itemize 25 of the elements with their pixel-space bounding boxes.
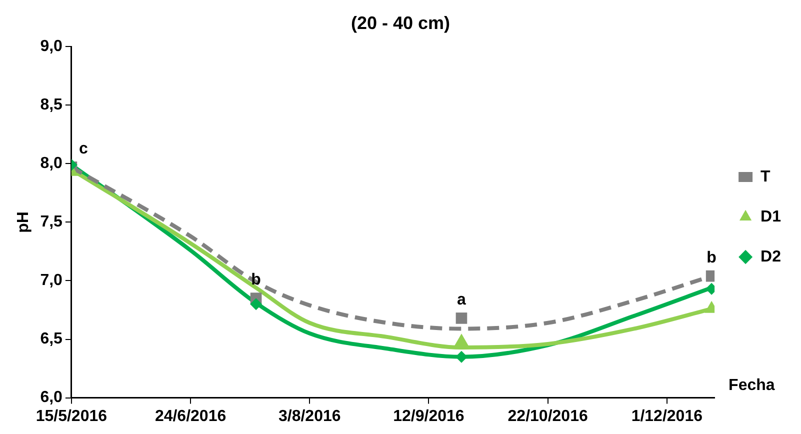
x-tick-label: 1/12/2016 xyxy=(631,408,703,425)
y-tick-label: 8,0 xyxy=(40,155,63,172)
legend-label: T xyxy=(760,168,771,186)
point xyxy=(250,298,262,310)
y-tick-label: 6,0 xyxy=(40,389,63,406)
x-tick-label: 24/6/2016 xyxy=(154,408,226,425)
annotation: a xyxy=(457,292,466,309)
legend-label: D2 xyxy=(760,248,782,266)
x-tick-label: 3/8/2016 xyxy=(278,408,341,425)
y-tick-label: 8,5 xyxy=(40,96,63,114)
annotation: b xyxy=(251,272,262,289)
annotation: c xyxy=(78,140,88,158)
x-axis-title: Fecha xyxy=(728,377,775,394)
y-tick-label: 9,0 xyxy=(40,38,63,56)
x-tick-label: 12/9/2016 xyxy=(393,408,464,425)
legend-label: D1 xyxy=(760,208,782,226)
point xyxy=(456,312,468,324)
x-tick-label: 15/5/2016 xyxy=(36,408,108,425)
y-tick-label: 7,5 xyxy=(40,214,63,231)
y-axis-title: pH xyxy=(15,212,32,233)
chart-title: (20 - 40 cm) xyxy=(350,12,450,33)
annotation: b xyxy=(706,249,717,266)
x-tick-label: 22/10/2016 xyxy=(508,408,588,425)
y-tick-label: 7,0 xyxy=(40,272,63,290)
y-tick-label: 6,5 xyxy=(40,330,63,348)
